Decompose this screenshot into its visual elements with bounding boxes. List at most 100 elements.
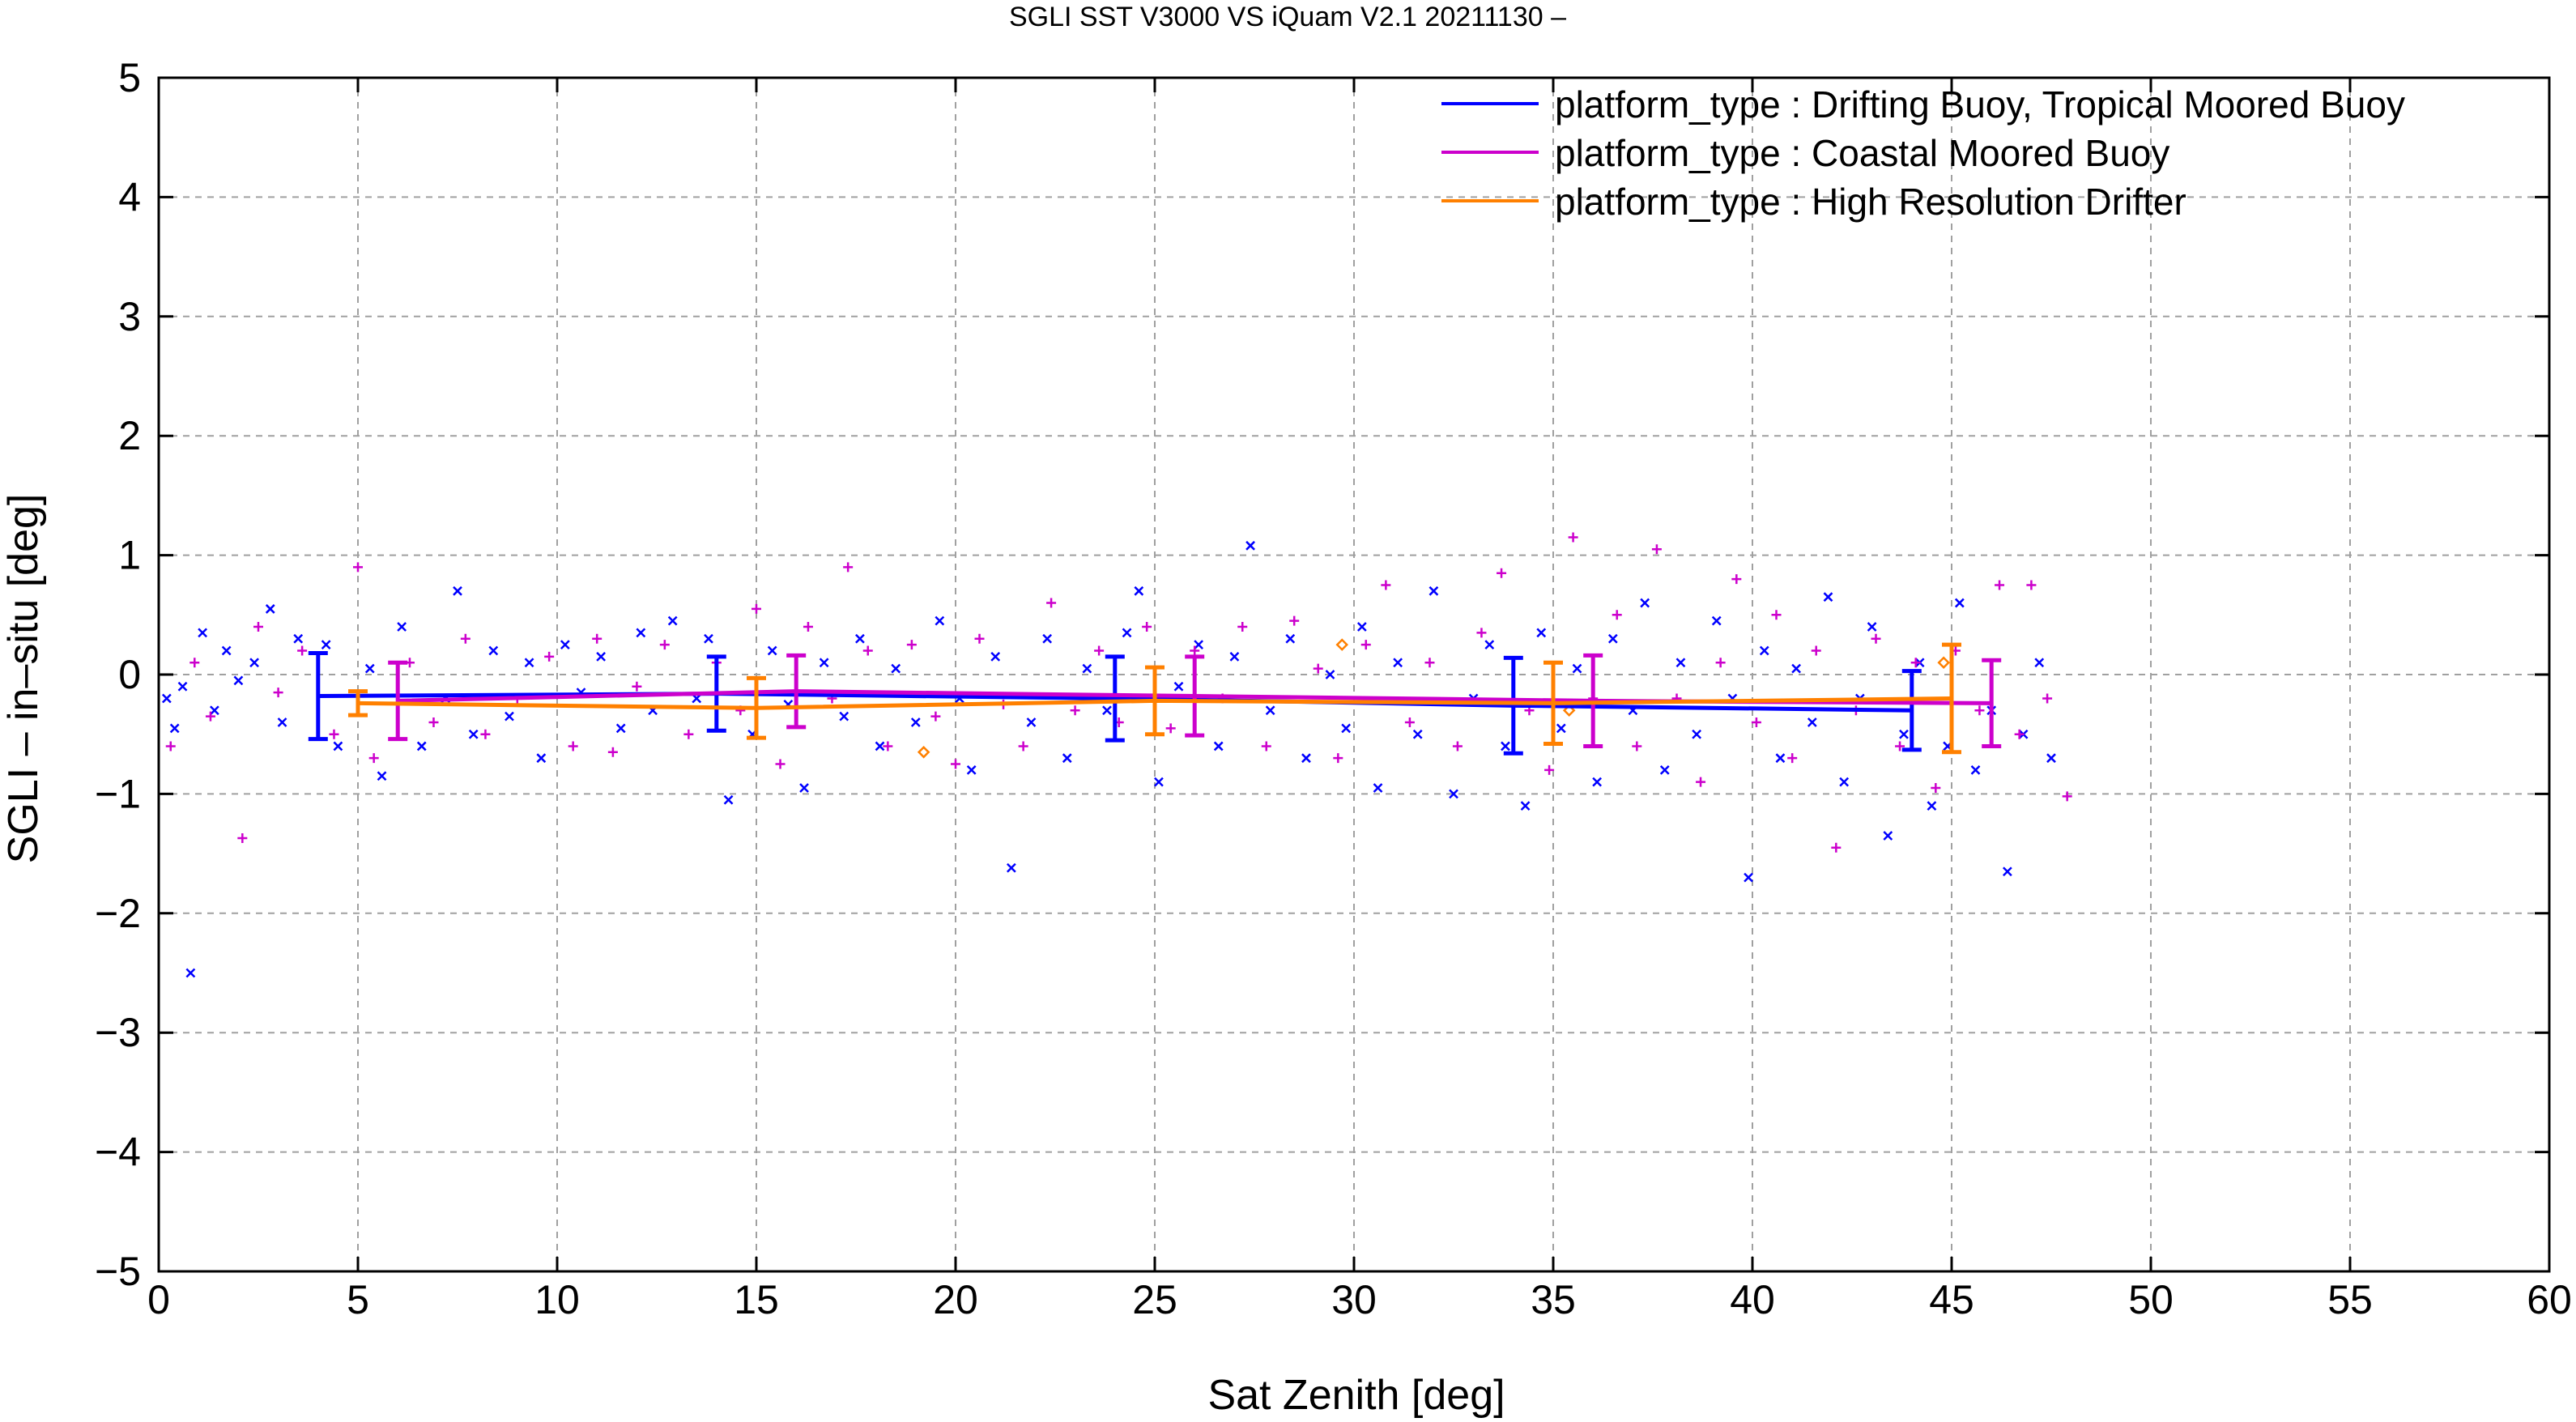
data-point [1265, 705, 1275, 716]
data-point [1544, 764, 1555, 775]
data-point [468, 729, 479, 739]
data-point [1356, 622, 1367, 632]
data-point [951, 759, 960, 769]
data-point [249, 658, 259, 668]
data-point [377, 771, 387, 781]
data-point [683, 729, 694, 739]
data-point [1134, 585, 1144, 596]
data-point [198, 628, 208, 638]
data-point [990, 652, 1001, 662]
data-point [205, 711, 215, 722]
data-point [1970, 765, 1981, 775]
data-point [636, 628, 646, 638]
x-axis-label: Sat Zenith [deg] [1207, 1372, 1505, 1419]
data-point [165, 741, 176, 751]
data-point [1651, 544, 1662, 555]
grid [159, 78, 2549, 1271]
data-point [368, 753, 379, 764]
data-point [161, 693, 172, 704]
data-point [855, 633, 865, 644]
data-point [536, 753, 547, 764]
data-point [1659, 765, 1670, 775]
data-point [1568, 532, 1578, 543]
data-point [1696, 777, 1706, 787]
data-point [544, 651, 555, 662]
data-point [221, 645, 232, 656]
data-point [1562, 704, 1576, 717]
data-point [1313, 663, 1323, 674]
y-tick-label: 3 [118, 294, 141, 339]
data-point [1771, 610, 1782, 620]
data-point [974, 633, 985, 644]
data-point [333, 741, 343, 751]
data-point [1301, 753, 1311, 764]
data-point [1165, 723, 1176, 734]
data-point [1831, 842, 1842, 853]
data-point [2002, 866, 2012, 877]
data-point [1927, 801, 1937, 811]
data-point [1839, 777, 1850, 787]
data-point [1393, 658, 1403, 668]
data-point [1082, 663, 1092, 674]
series-mean-2 [348, 642, 1961, 755]
legend-label: platform_type : Drifting Buoy, Tropical … [1555, 83, 2405, 126]
data-point [416, 741, 427, 751]
data-point [799, 783, 809, 793]
data-point [1692, 729, 1702, 739]
data-point [1154, 777, 1164, 787]
data-point [875, 741, 885, 751]
series-points-2 [917, 638, 1950, 759]
error-bar [308, 650, 328, 742]
data-point [1194, 640, 1204, 650]
y-tick-label: −4 [95, 1130, 141, 1175]
y-tick-label: −1 [95, 771, 141, 816]
error-bar [1105, 654, 1125, 743]
error-bar [1901, 669, 1922, 752]
legend-label: platform_type : High Resolution Drifter [1555, 181, 2186, 223]
error-bar [348, 689, 368, 717]
data-point [1237, 622, 1248, 632]
data-point [1484, 640, 1495, 650]
data-point [1142, 622, 1152, 632]
data-point [1261, 741, 1271, 751]
data-point [1775, 753, 1786, 764]
data-point [568, 741, 578, 751]
data-point [1823, 592, 1833, 602]
data-point [189, 658, 200, 668]
data-point [169, 723, 180, 734]
data-point [480, 729, 491, 739]
error-bar [1942, 642, 1961, 755]
data-point [1429, 585, 1439, 596]
data-point [297, 645, 308, 656]
data-point [277, 717, 287, 727]
data-point [1173, 681, 1184, 692]
error-bar [747, 675, 766, 740]
data-point [1811, 645, 1821, 656]
x-tick-label: 45 [1929, 1277, 1974, 1322]
data-point [767, 645, 777, 656]
data-point [1612, 610, 1622, 620]
data-point [453, 585, 462, 596]
x-tick-label: 50 [2128, 1277, 2174, 1322]
data-point [1995, 580, 2005, 590]
data-point [1476, 628, 1487, 638]
x-tick-label: 40 [1730, 1277, 1775, 1322]
data-point [1018, 741, 1028, 751]
data-point [1006, 862, 1016, 873]
y-tick-label: 1 [118, 533, 141, 578]
data-point [1871, 633, 1881, 644]
data-point [1404, 717, 1415, 727]
x-tick-label: 30 [1331, 1277, 1377, 1322]
data-point [667, 615, 678, 626]
data-point [910, 717, 921, 727]
x-tick-label: 0 [147, 1277, 170, 1322]
data-point [397, 622, 407, 632]
data-point [1974, 705, 1985, 716]
data-point [1497, 568, 1507, 578]
data-point [1751, 717, 1761, 727]
error-bar [1145, 665, 1165, 737]
error-bar [1982, 658, 2002, 748]
data-point [1607, 633, 1618, 644]
data-point [592, 633, 602, 644]
data-point [1245, 540, 1255, 551]
